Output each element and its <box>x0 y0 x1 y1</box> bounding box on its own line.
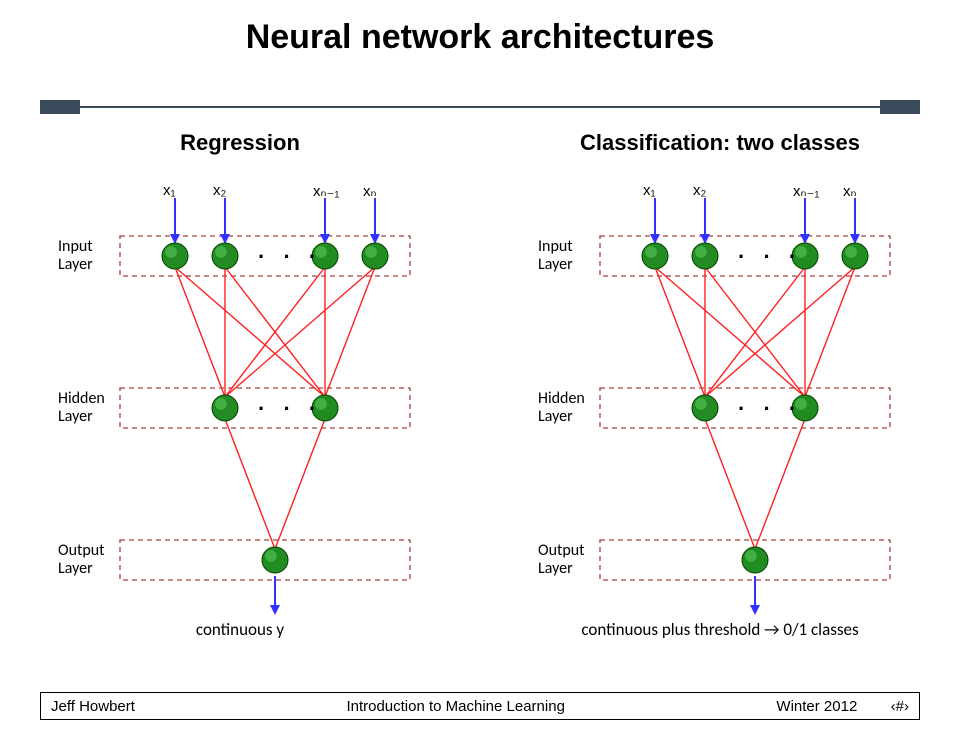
subtitle-classification: Classification: two classes <box>480 130 960 156</box>
footer-term-page: Winter 2012 ‹#› <box>776 698 909 715</box>
title-divider <box>40 100 920 114</box>
input-var-label: xₙ <box>363 182 376 200</box>
input-var-label: x₁ <box>643 182 656 199</box>
footer-course: Introduction to Machine Learning <box>346 698 564 715</box>
layer-label: OutputLayer <box>538 542 608 577</box>
input-var-label: xₙ₋₁ <box>313 182 339 200</box>
input-var-label: xₙ₋₁ <box>793 182 819 200</box>
ellipsis: · · · <box>738 244 802 270</box>
input-var-label: x₂ <box>693 182 706 199</box>
input-var-label: xₙ <box>843 182 856 200</box>
slide-footer: Jeff Howbert Introduction to Machine Lea… <box>40 692 920 720</box>
subtitle-regression: Regression <box>0 130 480 156</box>
diagrams-container: InputLayer HiddenLayer OutputLayer x₁ x₂ xₙ₋₁… <box>0 168 960 658</box>
input-var-label: x₂ <box>213 182 226 199</box>
ellipsis: · · · <box>258 244 322 270</box>
slide-title: Neural network architectures <box>0 18 960 57</box>
layer-label: InputLayer <box>538 238 608 273</box>
diagram-regression: InputLayer HiddenLayer OutputLayer x₁ x₂ xₙ₋₁… <box>0 168 480 658</box>
diagram-classification: InputLayer HiddenLayer OutputLayer x₁ x₂ xₙ₋₁… <box>480 168 960 658</box>
ellipsis: · · · <box>738 396 802 422</box>
layer-label: InputLayer <box>58 238 128 273</box>
input-var-label: x₁ <box>163 182 176 199</box>
ellipsis: · · · <box>258 396 322 422</box>
footer-author: Jeff Howbert <box>51 698 135 715</box>
output-description: continuous plus threshold → 0/1 classes <box>480 619 960 640</box>
layer-label: HiddenLayer <box>538 390 608 425</box>
output-description: continuous y <box>0 619 480 640</box>
layer-label: HiddenLayer <box>58 390 128 425</box>
layer-label: OutputLayer <box>58 542 128 577</box>
subtitles-row: Regression Classification: two classes <box>0 130 960 156</box>
